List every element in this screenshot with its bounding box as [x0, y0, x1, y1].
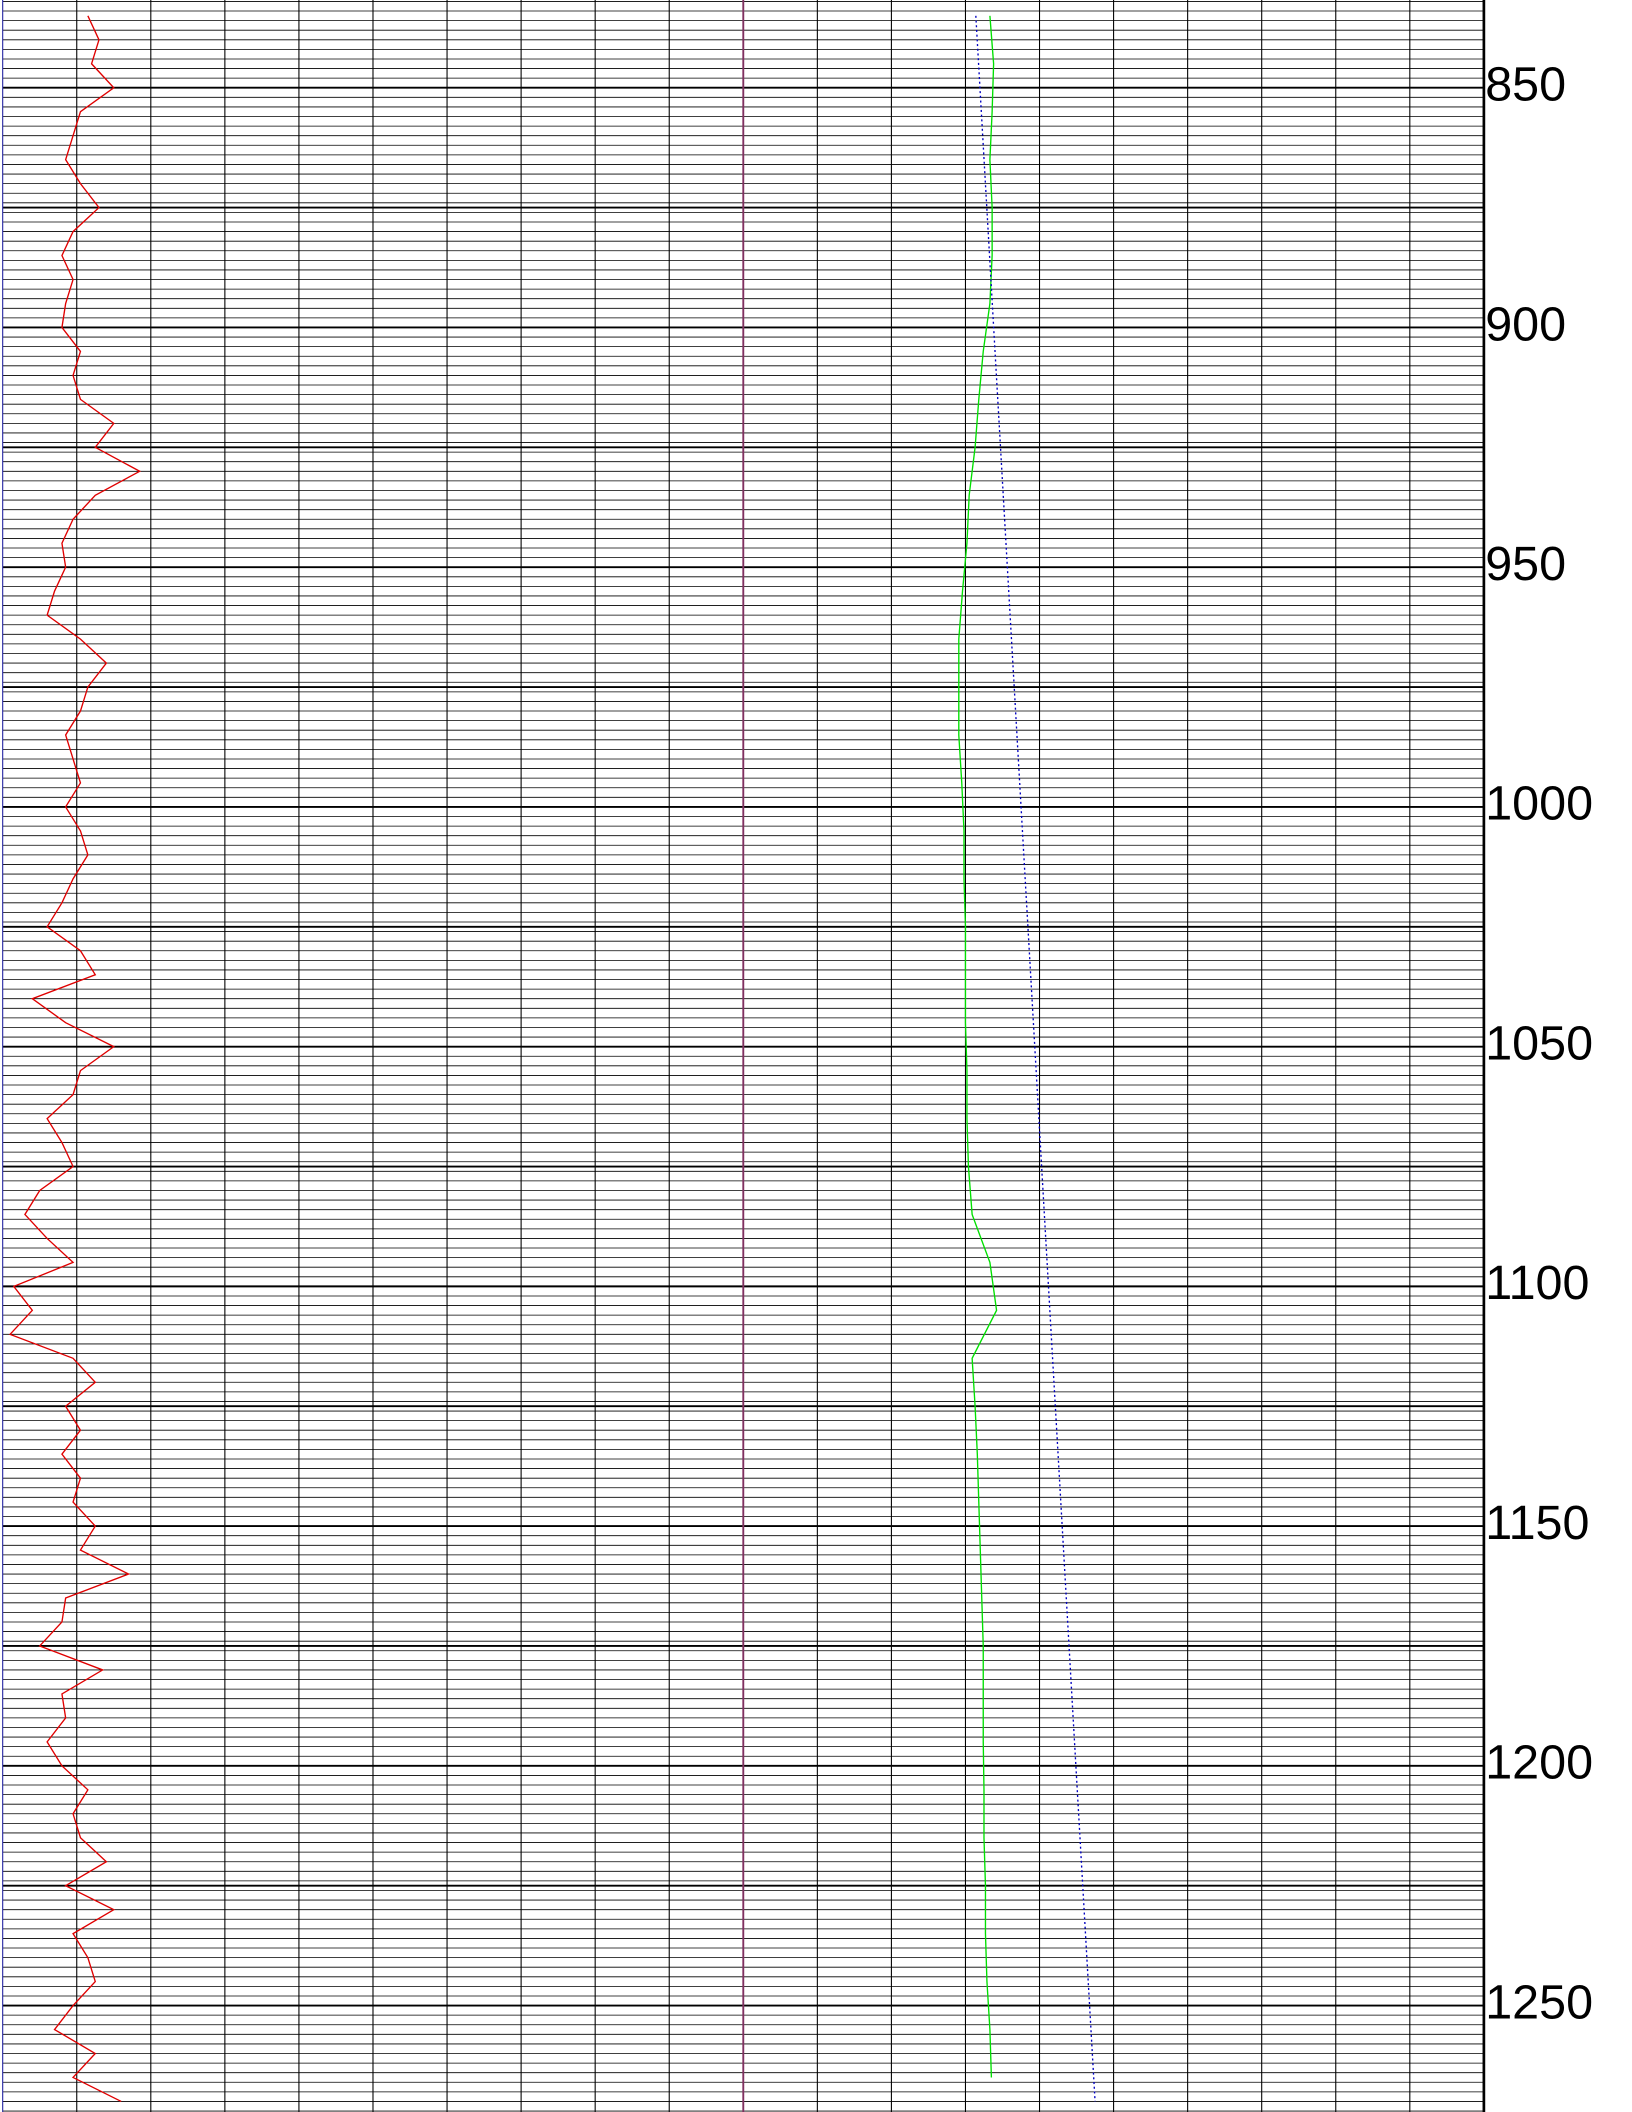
depth-label: 1100 — [1485, 1256, 1589, 1310]
depth-label: 1250 — [1485, 1975, 1593, 2029]
depth-labels: 850 900 950 1000 1050 1100 1150 1200 1250 — [1485, 58, 1593, 2030]
curve — [958, 15, 998, 2078]
depth-label: 1000 — [1485, 777, 1593, 831]
grid — [2, 0, 1486, 2112]
curve — [8, 15, 142, 2103]
depth-label: 1050 — [1485, 1016, 1593, 1070]
curves — [8, 15, 1096, 2103]
depth-label: 900 — [1485, 297, 1566, 351]
depth-label: 850 — [1485, 58, 1566, 112]
depth-label: 950 — [1485, 537, 1566, 591]
depth-label: 1150 — [1485, 1496, 1589, 1550]
depth-label: 1200 — [1485, 1736, 1593, 1790]
curve — [975, 15, 1096, 2102]
